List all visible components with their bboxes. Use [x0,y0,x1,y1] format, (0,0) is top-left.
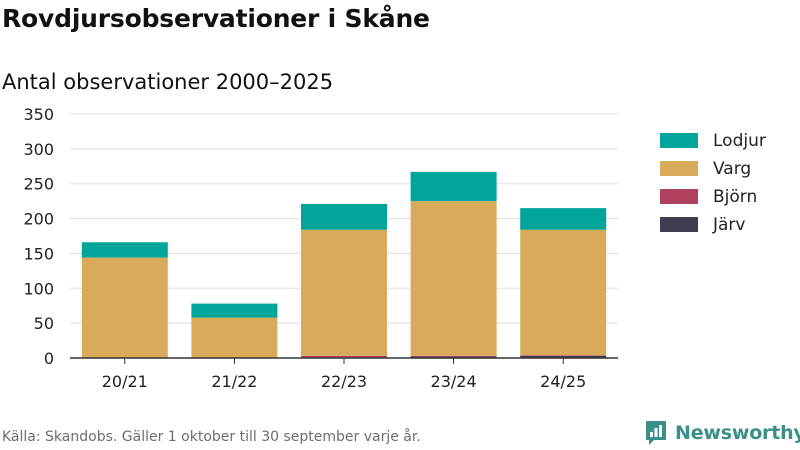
bar-segment-lodjur [301,203,387,230]
legend-label: Varg [713,159,751,179]
bar-segment-lodjur [81,242,168,258]
chart-title: Rovdjursobservationer i Skåne [2,4,430,33]
bar-segment-lodjur [191,303,278,318]
bar-segment-varg [301,229,387,356]
y-tick-label: 50 [34,314,54,333]
y-tick-label: 250 [23,175,54,194]
legend-swatch [660,161,698,176]
bar-segment-bjrn [520,355,607,356]
y-tick-label: 350 [23,105,54,124]
legend-swatch [660,217,698,232]
y-axis-ticks: 0 50 100 150 200 250 300 350 [23,105,54,368]
legend: Lodjur Varg Björn Järv [660,131,766,235]
chart-subtitle: Antal observationer 2000–2025 [2,70,334,94]
bar-segment-lodjur [520,208,607,230]
bar-segment-jrv [520,355,607,358]
y-tick-label: 200 [23,210,54,229]
x-axis-ticks: 20/21 21/22 22/23 23/24 24/25 [102,358,586,391]
brand-name: Newsworthy [675,422,800,444]
bar-segment-bjrn [410,355,497,357]
bar-segment-varg [191,317,278,358]
x-tick-label: 20/21 [102,372,148,391]
y-tick-label: 0 [44,349,54,368]
legend-label: Järv [712,215,745,235]
legend-label: Lodjur [713,131,766,151]
brand-logo-block: Newsworthy [645,420,800,446]
y-tick-label: 150 [23,244,54,263]
y-tick-label: 300 [23,140,54,159]
legend-label: Björn [713,187,757,207]
bar-segment-bjrn [301,355,387,358]
x-tick-label: 21/22 [211,372,257,391]
bar-segment-varg [410,201,497,356]
legend-swatch [660,189,698,204]
x-tick-label: 24/25 [540,372,586,391]
x-tick-label: 22/23 [321,372,367,391]
bar-segment-varg [520,229,607,356]
bar-segment-varg [81,257,168,358]
y-tick-label: 100 [23,279,54,298]
x-tick-label: 23/24 [431,372,477,391]
bars [81,171,607,358]
newsworthy-logo-icon [646,421,666,445]
source-note: Källa: Skandobs. Gäller 1 oktober till 3… [2,429,421,445]
legend-swatch [660,133,698,148]
bar-segment-lodjur [410,171,497,202]
